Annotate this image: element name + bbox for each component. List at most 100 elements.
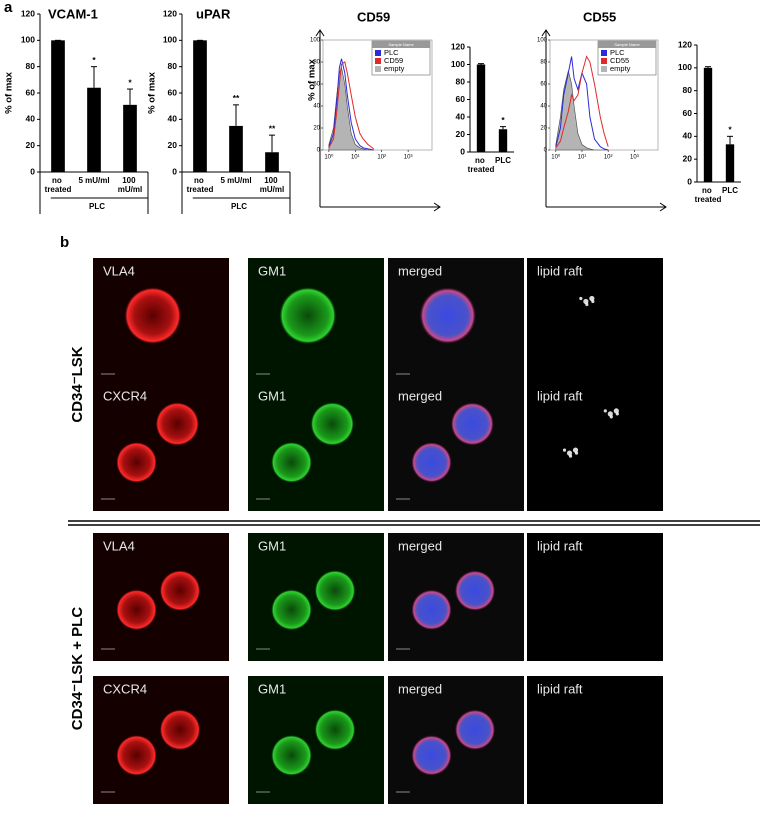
cell <box>454 570 496 611</box>
cell <box>155 402 200 446</box>
cell <box>411 734 452 776</box>
raft-spot <box>615 412 619 416</box>
raft-spot <box>579 296 583 301</box>
y-tick-label: 80 <box>313 60 320 66</box>
x-tick-label: 5 mU/ml <box>220 176 251 185</box>
legend-swatch <box>375 58 381 64</box>
group-label: CD34⁻LSK <box>69 346 86 422</box>
y-tick-label: 100 <box>451 59 465 69</box>
text-line: 100 <box>264 176 280 185</box>
cell <box>159 570 201 611</box>
y-tick-label: 100 <box>678 62 692 72</box>
cell <box>411 441 452 483</box>
text-line: no <box>475 156 487 165</box>
text-line: mU/ml <box>118 185 142 194</box>
y-axis-label: % of max <box>4 71 15 113</box>
text-line: no <box>194 176 206 185</box>
panel-label: a <box>4 0 13 16</box>
y-tick-label: 120 <box>678 39 692 49</box>
histogram-line <box>328 58 374 151</box>
y-tick-label: 0 <box>687 176 692 186</box>
group-label: CD34⁻LSK + PLC <box>69 607 86 731</box>
channel-label: lipid raft <box>537 681 583 696</box>
bar <box>87 87 101 172</box>
x-tick-label: 10¹ <box>351 155 360 161</box>
x-tick-label: no treated <box>187 176 214 194</box>
text-line: 100 <box>122 176 138 185</box>
y-tick-label: 80 <box>168 61 178 71</box>
y-tick-label: 60 <box>26 87 36 97</box>
panel-label: b <box>60 234 69 251</box>
text-line: no <box>52 176 64 185</box>
channel-label: GM1 <box>258 263 286 278</box>
x-tick-label: 10⁰ <box>324 154 334 161</box>
raft-spot <box>572 447 579 453</box>
cell <box>411 589 452 631</box>
chart-title: CD59 <box>357 9 390 24</box>
significance: ** <box>233 93 240 103</box>
axis-arrow <box>659 202 667 212</box>
x-tick-label: 10² <box>377 155 386 161</box>
cell <box>116 734 157 776</box>
x-tick-label: 100 mU/ml <box>118 176 142 194</box>
y-tick-label: 20 <box>26 140 36 150</box>
axis-arrow <box>315 29 325 37</box>
channel-label: lipid raft <box>537 538 583 553</box>
x-tick-label: 10³ <box>630 155 639 161</box>
raft-spot <box>568 454 573 458</box>
chart-title: VCAM-1 <box>48 6 98 21</box>
channel-label: lipid raft <box>537 388 583 403</box>
legend-label: empty <box>384 64 405 73</box>
y-tick-label: 20 <box>683 153 693 163</box>
cell <box>159 709 201 751</box>
y-tick-label: 100 <box>163 35 177 45</box>
micrograph <box>388 676 524 804</box>
y-tick-label: 60 <box>168 87 178 97</box>
legend-title: Sample Name <box>388 42 414 47</box>
legend-title: Sample Name <box>614 42 640 47</box>
channel-label: merged <box>398 681 442 696</box>
axis-arrow <box>541 29 551 37</box>
channel-label: VLA4 <box>103 538 135 553</box>
bar <box>229 125 243 172</box>
histogram-line <box>555 56 609 151</box>
cell <box>279 287 337 345</box>
y-tick-label: 0 <box>460 146 465 156</box>
cell <box>314 570 356 611</box>
x-tick-label: no treated <box>695 186 722 204</box>
x-tick-label: PLC <box>495 156 511 165</box>
legend-header <box>372 41 430 48</box>
cell <box>314 709 356 751</box>
y-tick-label: 20 <box>168 140 178 150</box>
bar <box>703 67 713 182</box>
x-tick-label: 5 mU/ml <box>78 176 109 185</box>
y-tick-label: 20 <box>313 126 320 132</box>
y-axis-label: % of max <box>147 71 158 113</box>
cell <box>116 589 157 631</box>
bar <box>725 144 735 182</box>
y-tick-label: 80 <box>456 76 466 86</box>
bar <box>498 129 508 152</box>
text-line: mU/ml <box>260 185 284 194</box>
channel-label: GM1 <box>258 538 286 553</box>
raft-spot <box>562 448 567 452</box>
bar <box>476 64 486 152</box>
raft-spot <box>589 295 595 302</box>
channel-label: GM1 <box>258 681 286 696</box>
significance: * <box>92 55 96 65</box>
x-tick-label: PLC <box>722 186 738 195</box>
channel-label: merged <box>398 263 442 278</box>
cell <box>271 734 312 776</box>
significance: ** <box>269 123 276 133</box>
significance: * <box>128 77 132 87</box>
micrograph <box>527 676 663 804</box>
x-tick-label: 10⁰ <box>551 154 561 161</box>
micrograph <box>527 383 663 511</box>
legend-header <box>598 41 656 48</box>
y-tick-label: 40 <box>456 111 466 121</box>
x-tick-label: 10³ <box>404 155 413 161</box>
channel-label: merged <box>398 388 442 403</box>
legend-swatch <box>601 50 607 56</box>
micrograph <box>388 383 524 511</box>
